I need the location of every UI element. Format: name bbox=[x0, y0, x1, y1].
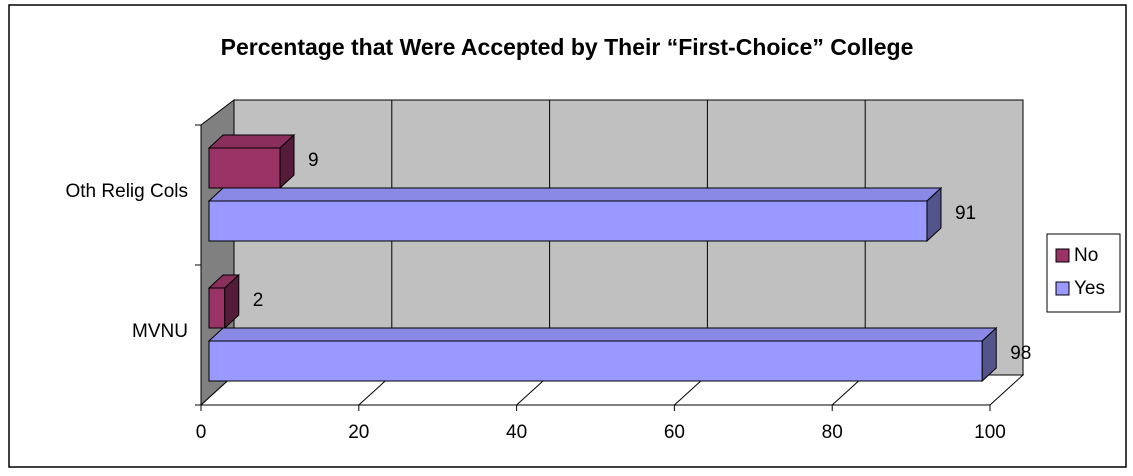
bar-yes-top bbox=[207, 327, 998, 342]
legend-swatch-yes bbox=[1055, 281, 1070, 296]
x-tick-label: 80 bbox=[822, 422, 843, 443]
x-tick-label: 0 bbox=[196, 422, 207, 443]
x-tick-label: 40 bbox=[506, 422, 527, 443]
legend-box bbox=[1046, 233, 1121, 313]
bar-no-side bbox=[279, 133, 295, 190]
bar-yes-front bbox=[208, 200, 928, 242]
x-tick-label: 100 bbox=[974, 422, 1006, 443]
bar-yes-side bbox=[926, 186, 942, 243]
plot-area: 0 20 40 60 80 100 Oth Relig Cols 9 91 MVNU 2 98 bbox=[66, 98, 1031, 443]
bar-no-front bbox=[208, 287, 226, 329]
x-tick-label: 20 bbox=[348, 422, 369, 443]
bar-no-side bbox=[224, 273, 240, 330]
data-label-no: 2 bbox=[253, 290, 264, 311]
data-label-no: 9 bbox=[308, 150, 319, 171]
chart-title: Percentage that Were Accepted by Their “… bbox=[221, 34, 914, 60]
bar-yes-top bbox=[207, 187, 943, 202]
x-tick-label: 60 bbox=[664, 422, 685, 443]
data-label-yes: 91 bbox=[955, 203, 976, 224]
legend-label-yes: Yes bbox=[1074, 278, 1105, 299]
category-label: MVNU bbox=[132, 321, 188, 342]
data-label-yes: 98 bbox=[1010, 343, 1031, 364]
bar-no-front bbox=[208, 147, 281, 189]
legend-swatch-no bbox=[1055, 248, 1070, 263]
legend: No Yes bbox=[1046, 233, 1121, 313]
bar-yes-side bbox=[981, 326, 997, 383]
bar-yes-front bbox=[208, 340, 983, 382]
bar-no-top bbox=[207, 134, 296, 149]
category-label: Oth Relig Cols bbox=[66, 181, 189, 202]
legend-label-no: No bbox=[1074, 245, 1098, 266]
